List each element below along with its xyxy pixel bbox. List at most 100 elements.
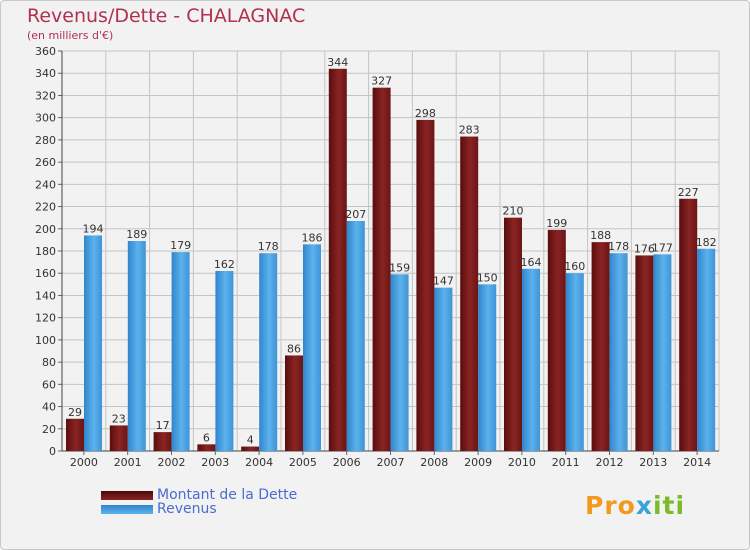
value-label-revenue: 164 xyxy=(521,256,542,269)
x-tick-label: 2005 xyxy=(289,456,317,469)
bar-revenue-2002 xyxy=(171,252,190,451)
value-label-debt: 29 xyxy=(68,406,82,419)
chart-subtitle: (en milliers d'€) xyxy=(27,29,114,42)
value-label-revenue: 178 xyxy=(608,240,629,253)
y-tick-label: 80 xyxy=(42,356,56,369)
value-label-debt: 23 xyxy=(112,412,126,425)
bar-debt-2003 xyxy=(197,444,216,451)
bar-debt-2001 xyxy=(109,425,128,451)
value-label-revenue: 178 xyxy=(258,240,279,253)
bar-debt-2004 xyxy=(241,446,260,451)
y-tick-label: 320 xyxy=(35,89,56,102)
value-label-debt: 86 xyxy=(287,342,301,355)
legend-label-revenue: Revenus xyxy=(157,501,217,517)
value-label-revenue: 194 xyxy=(83,222,104,235)
value-label-debt: 4 xyxy=(247,434,254,447)
y-tick-label: 180 xyxy=(35,245,56,258)
x-tick-label: 2006 xyxy=(333,456,361,469)
value-label-debt: 283 xyxy=(459,124,480,137)
bar-revenue-2008 xyxy=(434,287,453,451)
x-tick-label: 2010 xyxy=(508,456,536,469)
y-tick-label: 240 xyxy=(35,178,56,191)
y-tick-label: 100 xyxy=(35,334,56,347)
legend-swatch-debt xyxy=(101,490,153,500)
y-tick-label: 60 xyxy=(42,378,56,391)
x-tick-label: 2002 xyxy=(158,456,186,469)
y-tick-label: 300 xyxy=(35,112,56,125)
bar-debt-2000 xyxy=(66,418,84,451)
value-label-debt: 227 xyxy=(678,186,699,199)
y-tick-label: 200 xyxy=(35,223,56,236)
value-label-debt: 210 xyxy=(503,205,524,218)
bar-debt-2005 xyxy=(285,355,303,451)
value-label-revenue: 186 xyxy=(302,231,323,244)
bar-revenue-2010 xyxy=(522,268,540,451)
proxiti-logo: Proxiti xyxy=(585,491,686,520)
x-tick-label: 2004 xyxy=(245,456,273,469)
bar-revenue-2001 xyxy=(127,241,146,451)
x-tick-label: 2007 xyxy=(377,456,405,469)
bar-revenue-2003 xyxy=(215,271,234,451)
y-tick-label: 340 xyxy=(35,67,56,80)
y-tick-label: 120 xyxy=(35,312,56,325)
x-tick-label: 2003 xyxy=(201,456,229,469)
bar-revenue-2005 xyxy=(303,244,321,451)
bar-debt-2012 xyxy=(591,242,610,451)
bar-revenue-2006 xyxy=(346,221,365,451)
value-label-debt: 17 xyxy=(156,419,170,432)
bars xyxy=(66,68,716,452)
value-label-debt: 327 xyxy=(371,75,392,88)
value-label-revenue: 160 xyxy=(564,260,585,273)
value-label-revenue: 162 xyxy=(214,258,235,271)
x-tick-label: 2001 xyxy=(114,456,142,469)
value-label-debt: 176 xyxy=(634,242,655,255)
bar-debt-2009 xyxy=(460,136,479,452)
value-label-debt: 344 xyxy=(327,56,348,69)
bar-debt-2013 xyxy=(635,255,654,451)
value-label-revenue: 177 xyxy=(652,241,673,254)
value-label-revenue: 179 xyxy=(170,239,191,252)
value-label-revenue: 159 xyxy=(389,261,410,274)
bar-revenue-2007 xyxy=(390,274,409,451)
value-label-revenue: 207 xyxy=(345,208,366,221)
legend-item-revenue: Revenus xyxy=(101,501,217,517)
y-tick-label: 40 xyxy=(42,401,56,414)
legend-item-debt: Montant de la Dette xyxy=(101,487,297,503)
bar-debt-2006 xyxy=(328,68,347,452)
value-labels: 29 194 23 189 17 179 6 162 4 178 86 186 344 207 327 159… xyxy=(68,56,717,447)
value-label-debt: 6 xyxy=(203,431,210,444)
x-tick-label: 2012 xyxy=(596,456,624,469)
x-tick-label: 2013 xyxy=(639,456,667,469)
y-tick-label: 160 xyxy=(35,267,56,280)
x-tick-label: 2014 xyxy=(683,456,711,469)
y-tick-label: 280 xyxy=(35,134,56,147)
value-label-revenue: 150 xyxy=(477,271,498,284)
bar-revenue-2009 xyxy=(478,284,497,451)
bar-debt-2010 xyxy=(504,217,522,451)
legend-label-debt: Montant de la Dette xyxy=(157,487,298,503)
x-tick-label: 2000 xyxy=(70,456,98,469)
bar-revenue-2000 xyxy=(84,235,102,451)
value-label-debt: 199 xyxy=(546,217,567,230)
x-tick-label: 2011 xyxy=(552,456,580,469)
y-tick-label: 140 xyxy=(35,289,56,302)
bar-revenue-2013 xyxy=(653,254,672,451)
bar-debt-2007 xyxy=(372,87,391,452)
y-tick-label: 220 xyxy=(35,201,56,214)
value-label-revenue: 147 xyxy=(433,275,454,288)
x-tick-label: 2009 xyxy=(464,456,492,469)
value-label-revenue: 189 xyxy=(126,228,147,241)
bar-revenue-2012 xyxy=(609,253,628,451)
y-tick-label: 260 xyxy=(35,156,56,169)
bar-debt-2008 xyxy=(416,119,435,451)
value-label-debt: 298 xyxy=(415,107,436,120)
bar-debt-2014 xyxy=(679,198,698,451)
chart-title: Revenus/Dette - CHALAGNAC xyxy=(27,5,306,27)
x-tick-label: 2008 xyxy=(420,456,448,469)
y-tick-label: 20 xyxy=(42,423,56,436)
legend-swatch-revenue xyxy=(101,504,153,514)
y-tick-label: 360 xyxy=(35,45,56,58)
value-label-revenue: 182 xyxy=(696,236,717,249)
